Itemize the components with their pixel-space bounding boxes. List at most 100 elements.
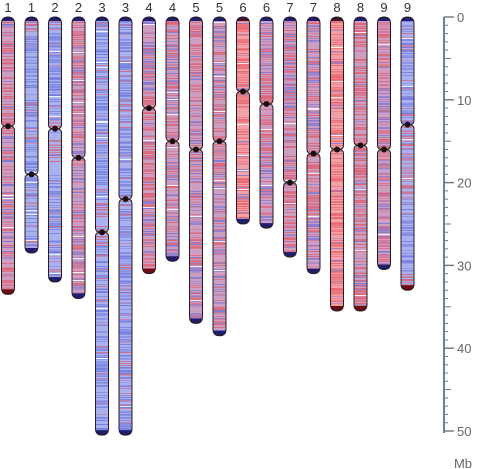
- band: [95, 24, 109, 25]
- band: [95, 42, 109, 43]
- band: [119, 232, 132, 233]
- band: [401, 225, 414, 226]
- band: [48, 150, 62, 151]
- band: [95, 262, 109, 263]
- centromere-marker: [334, 146, 340, 153]
- band: [189, 269, 203, 270]
- band: [213, 82, 226, 83]
- band-gap: [330, 135, 344, 136]
- band: [260, 64, 273, 65]
- chromosome-5: 5: [212, 0, 227, 337]
- band: [142, 166, 156, 167]
- band: [401, 21, 414, 22]
- band: [48, 57, 62, 58]
- band: [142, 32, 156, 33]
- band: [48, 34, 62, 35]
- band: [377, 200, 391, 201]
- band: [189, 243, 203, 244]
- band-gap: [166, 209, 179, 210]
- band: [72, 39, 85, 40]
- band: [95, 140, 109, 141]
- band: [72, 239, 85, 240]
- band: [307, 254, 320, 255]
- band: [142, 55, 156, 56]
- band: [95, 392, 109, 393]
- band: [307, 80, 320, 81]
- band: [330, 276, 344, 277]
- band: [95, 271, 109, 272]
- band: [142, 233, 156, 234]
- band: [166, 54, 179, 55]
- band: [25, 60, 38, 61]
- band: [1, 48, 15, 49]
- band: [48, 43, 62, 44]
- band: [166, 53, 179, 54]
- chromosome-label: 5: [192, 0, 199, 15]
- band: [1, 202, 15, 203]
- band: [48, 88, 62, 89]
- band: [213, 104, 226, 105]
- telomere-cap-bottom: [95, 430, 109, 436]
- band: [260, 139, 273, 140]
- band: [307, 146, 320, 147]
- band: [48, 46, 62, 47]
- band: [236, 164, 250, 165]
- band: [25, 169, 38, 170]
- band: [166, 55, 179, 56]
- band: [48, 77, 62, 78]
- band-gap: [236, 170, 250, 171]
- band: [48, 33, 62, 34]
- band: [95, 301, 109, 302]
- band: [95, 29, 109, 30]
- band: [401, 80, 414, 81]
- band: [166, 117, 179, 118]
- band: [377, 140, 391, 141]
- band: [119, 422, 132, 423]
- band: [189, 84, 203, 85]
- band: [307, 134, 320, 135]
- band: [213, 118, 226, 119]
- band: [95, 406, 109, 407]
- band: [377, 130, 391, 131]
- band: [354, 284, 367, 285]
- band: [25, 147, 38, 148]
- band: [1, 96, 15, 97]
- band: [377, 67, 391, 68]
- band: [354, 261, 367, 262]
- band: [48, 28, 62, 29]
- band-gap: [213, 22, 226, 23]
- band: [166, 57, 179, 58]
- band: [307, 218, 320, 219]
- band: [307, 175, 320, 176]
- band: [213, 86, 226, 87]
- band: [95, 207, 109, 208]
- band: [283, 202, 297, 203]
- band: [354, 227, 367, 228]
- band: [142, 262, 156, 263]
- band: [72, 125, 85, 126]
- band: [401, 282, 414, 283]
- band: [166, 218, 179, 219]
- band: [307, 191, 320, 192]
- band: [377, 205, 391, 206]
- band: [307, 67, 320, 68]
- band: [95, 51, 109, 52]
- band: [95, 54, 109, 55]
- band: [95, 163, 109, 164]
- band: [166, 23, 179, 24]
- band: [236, 194, 250, 195]
- band: [189, 54, 203, 55]
- band: [119, 331, 132, 332]
- band: [401, 75, 414, 76]
- band: [401, 89, 414, 90]
- band: [119, 25, 132, 26]
- band: [401, 170, 414, 171]
- band: [189, 316, 203, 317]
- band: [377, 35, 391, 36]
- band: [330, 27, 344, 28]
- band: [307, 77, 320, 78]
- band: [401, 160, 414, 161]
- band: [72, 109, 85, 110]
- band: [260, 56, 273, 57]
- band: [119, 255, 132, 256]
